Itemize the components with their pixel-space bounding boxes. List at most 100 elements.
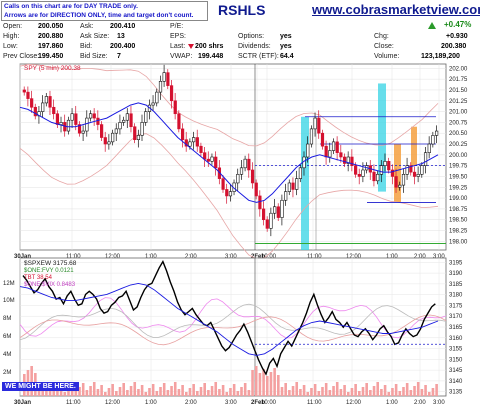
price-tick-label: 202.00 bbox=[449, 66, 468, 72]
price-tick-label: 199.25 bbox=[449, 185, 468, 191]
candle-body bbox=[92, 113, 96, 119]
price-tick-label: 200.75 bbox=[449, 120, 468, 126]
low-value: 197.860 bbox=[38, 43, 64, 50]
volume-bar bbox=[391, 388, 394, 396]
volume-bar bbox=[210, 386, 214, 396]
fvy-overlay-line bbox=[19, 303, 447, 341]
candle-body bbox=[247, 158, 251, 171]
candle-body bbox=[59, 122, 63, 125]
volume-bar bbox=[129, 386, 133, 396]
candle-body bbox=[339, 152, 343, 158]
price-x-tick-label: 2:00 bbox=[185, 254, 197, 260]
volume-value: 123,189,200 bbox=[421, 53, 460, 60]
volume-bar bbox=[207, 390, 210, 396]
orange-highlight-band bbox=[394, 144, 401, 203]
lower-band-line bbox=[19, 133, 439, 260]
candle-body bbox=[85, 117, 89, 132]
volume-bar bbox=[284, 383, 287, 396]
candle-body bbox=[100, 124, 104, 138]
candle-body bbox=[158, 81, 163, 93]
price-tick-label: 198.50 bbox=[449, 218, 468, 224]
volume-bar bbox=[299, 389, 302, 396]
bid-size-value: 7 bbox=[117, 53, 121, 60]
candle-body bbox=[136, 135, 141, 140]
volume-bar bbox=[181, 385, 184, 396]
vwap-label: VWAP: bbox=[170, 53, 193, 60]
volume-bar bbox=[424, 385, 427, 396]
candle-body bbox=[140, 122, 144, 136]
candle-body bbox=[269, 212, 273, 229]
volume-bar bbox=[184, 392, 188, 396]
percent-change: +0.47% bbox=[444, 20, 472, 29]
last-value: 200 shrs bbox=[195, 43, 224, 50]
volume-bar bbox=[188, 388, 192, 396]
volume-bar bbox=[273, 368, 276, 396]
close-value: 200.380 bbox=[441, 43, 467, 50]
volume-bar bbox=[258, 373, 262, 396]
volume-bar bbox=[288, 390, 291, 396]
volume-bar bbox=[262, 369, 265, 396]
open-value: 200.050 bbox=[38, 23, 64, 30]
overlay-series-label: $ONE:$VIX 0.8483 bbox=[24, 282, 76, 288]
volume-bar bbox=[107, 388, 111, 396]
candle-body bbox=[96, 117, 100, 125]
spxew-series-label: $SPXEW 3175.68 bbox=[24, 260, 77, 267]
volume-bar bbox=[358, 391, 361, 396]
volume-bar bbox=[324, 383, 328, 396]
options-label: Options: bbox=[238, 33, 265, 40]
up-triangle-icon bbox=[428, 22, 436, 29]
sctr-label: SCTR (ETF): bbox=[238, 53, 279, 60]
volume-tick-label: 6M bbox=[3, 334, 11, 340]
volume-bar bbox=[328, 390, 332, 396]
price-x-tick-label: 11:00 bbox=[307, 254, 322, 260]
candle-body bbox=[114, 128, 118, 134]
volume-bar bbox=[409, 390, 413, 396]
candle-body bbox=[162, 72, 166, 82]
volume-tick-label: 12M bbox=[3, 281, 15, 287]
price-tick-label: 198.25 bbox=[449, 229, 468, 235]
candle-body bbox=[210, 156, 214, 162]
price-x-tick-label: 12:00 bbox=[105, 254, 121, 260]
volume-bar bbox=[225, 392, 229, 396]
prev-close-value: 199.450 bbox=[38, 53, 64, 60]
volume-bar bbox=[92, 382, 96, 396]
candle-body bbox=[320, 132, 325, 147]
spxew-ma-line bbox=[19, 282, 439, 356]
volume-bar bbox=[398, 391, 402, 396]
candle-body bbox=[88, 113, 93, 119]
volume-bar bbox=[306, 392, 310, 396]
price-x-tick-label: 12:00 bbox=[346, 254, 362, 260]
candle-body bbox=[22, 89, 26, 93]
volume-bar bbox=[118, 387, 122, 396]
price-tick-label: 199.75 bbox=[449, 164, 468, 170]
volume-bar bbox=[413, 386, 416, 396]
volume-tick-label: 2M bbox=[3, 370, 11, 376]
volume-bar bbox=[343, 385, 346, 396]
volume-bar bbox=[85, 390, 89, 396]
candle-body bbox=[309, 128, 314, 145]
ask-value: 200.410 bbox=[110, 23, 136, 30]
sctr-value: 64.4 bbox=[280, 53, 294, 60]
candle-body bbox=[129, 113, 133, 128]
volume-bar bbox=[354, 384, 357, 396]
candle-body bbox=[118, 122, 122, 130]
candle-body bbox=[376, 174, 380, 182]
candle-body bbox=[122, 119, 126, 123]
volume-bar bbox=[196, 391, 199, 396]
volume-bar bbox=[214, 382, 218, 396]
volume-bar bbox=[159, 387, 162, 396]
candle-body bbox=[250, 169, 255, 184]
price-tick-label: 198.00 bbox=[449, 239, 468, 245]
volume-bar bbox=[435, 384, 438, 396]
candle-body bbox=[331, 141, 336, 151]
price-x-tick-label: 10:00 bbox=[261, 254, 277, 260]
candle-body bbox=[258, 195, 262, 210]
candle-body bbox=[173, 100, 177, 115]
volume-bar bbox=[236, 391, 240, 396]
volume-bar bbox=[56, 389, 59, 396]
candle-body bbox=[236, 174, 240, 184]
site-link[interactable]: www.cobrasmarketview.com bbox=[312, 2, 480, 17]
open-label: Open: bbox=[3, 23, 23, 30]
lower-tick-label: 3165 bbox=[449, 325, 463, 331]
volume-bar bbox=[254, 366, 258, 396]
